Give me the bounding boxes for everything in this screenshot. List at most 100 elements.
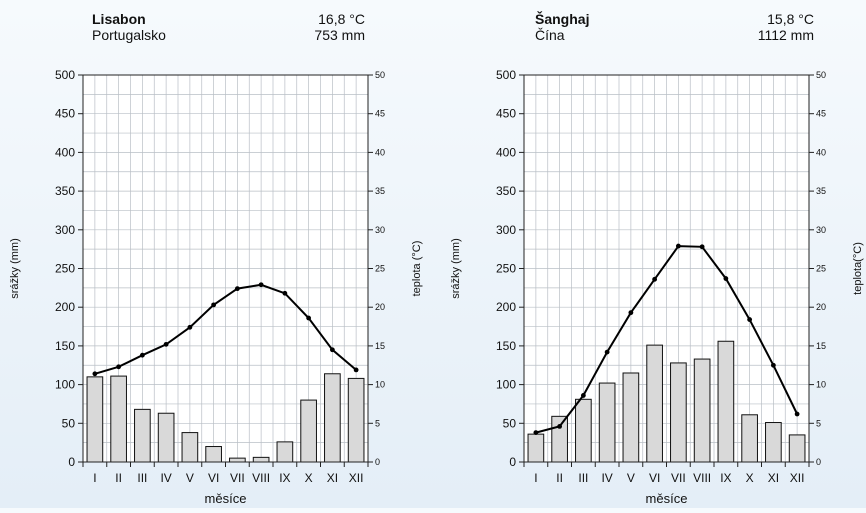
x-tick-label: IV xyxy=(160,471,171,485)
precipitation-bar xyxy=(229,457,246,463)
left-tick-label: 400 xyxy=(55,145,75,159)
left-tick-label: 450 xyxy=(496,107,516,121)
x-tick-label: III xyxy=(137,471,147,485)
right-tick-label: 5 xyxy=(375,418,380,428)
right-tick-label: 25 xyxy=(375,264,385,274)
temperature-point xyxy=(699,244,705,250)
precipitation-bar xyxy=(276,441,294,463)
x-tick-label: VII xyxy=(671,471,686,485)
temperature-point xyxy=(116,364,122,370)
precipitation-bar xyxy=(765,422,782,463)
x-tick-label: II xyxy=(556,471,563,485)
left-tick-label: 200 xyxy=(55,300,75,314)
left-tick-label: 100 xyxy=(496,378,516,392)
precipitation-bar xyxy=(551,415,568,463)
right-tick-label: 30 xyxy=(816,225,826,235)
temperature-point xyxy=(258,282,264,288)
climate-chart-lisabon: 0 50 100 150 200 250 300 350 400 450 500 0 5 10 15 20 25… xyxy=(9,68,423,506)
left-tick-label: 250 xyxy=(496,262,516,276)
right-tick-label: 40 xyxy=(816,147,826,157)
temperature-point xyxy=(580,393,586,398)
x-tick-label: V xyxy=(627,471,635,485)
x-tick-label: III xyxy=(578,471,588,485)
temperature-point xyxy=(675,243,681,249)
precipitation-bar xyxy=(252,456,270,463)
precipitation-bar xyxy=(741,414,758,463)
x-tick-label: IX xyxy=(279,471,290,485)
left-tick-label: 400 xyxy=(496,145,516,159)
precipitation-bar xyxy=(181,432,199,463)
mean-temperature: 16,8 °C xyxy=(318,11,365,27)
x-tick-label: II xyxy=(115,471,122,485)
mean-temperature: 15,8 °C xyxy=(767,11,814,27)
country-name: Čína xyxy=(535,27,565,43)
city-name: Lisabon xyxy=(92,11,146,27)
left-tick-label: 500 xyxy=(496,68,516,82)
precipitation-bar xyxy=(788,434,806,463)
city-name: Šanghaj xyxy=(535,11,590,27)
right-tick-label: 40 xyxy=(375,147,385,157)
left-tick-label: 350 xyxy=(55,184,75,198)
temperature-point xyxy=(557,423,563,429)
climate-chart-sanghaj: 0 50 100 150 200 250 300 350 400 450 500 0 5 10 15 20 25… xyxy=(450,68,864,506)
precipitation-bar xyxy=(347,377,365,463)
temperature-point xyxy=(604,349,610,355)
right-tick-label: 50 xyxy=(375,70,385,80)
left-axis-title: srážky (mm) xyxy=(450,238,462,299)
temperature-point xyxy=(723,276,729,281)
right-tick-label: 35 xyxy=(816,186,826,196)
temperature-point xyxy=(794,411,800,417)
right-tick-label: 10 xyxy=(375,380,385,390)
left-tick-label: 250 xyxy=(55,262,75,276)
temperature-point xyxy=(282,290,288,296)
right-tick-label: 10 xyxy=(816,380,826,390)
x-tick-label: VIII xyxy=(693,471,711,485)
x-tick-label: XII xyxy=(790,471,805,485)
temperature-line xyxy=(535,245,798,434)
temperature-point xyxy=(211,302,217,308)
x-tick-label: VIII xyxy=(252,471,270,485)
temperature-point xyxy=(353,367,359,373)
left-tick-label: 300 xyxy=(496,223,516,237)
temperature-point xyxy=(770,362,776,368)
left-tick-label: 0 xyxy=(68,455,75,469)
temperature-point xyxy=(329,347,335,353)
left-tick-label: 350 xyxy=(496,184,516,198)
temperature-point xyxy=(533,430,539,435)
left-tick-label: 300 xyxy=(55,223,75,237)
right-tick-label: 30 xyxy=(375,225,385,235)
chart-panel-sanghaj: Šanghaj Čína 15,8 °C 1112 mm 0 50 100 150 20… xyxy=(441,0,866,508)
x-tick-label: IX xyxy=(720,471,731,485)
right-tick-label: 15 xyxy=(816,341,826,351)
left-tick-label: 450 xyxy=(55,107,75,121)
precipitation-bar xyxy=(670,362,687,463)
left-tick-label: 100 xyxy=(55,378,75,392)
precipitation-bar xyxy=(157,412,175,463)
left-tick-label: 0 xyxy=(509,455,516,469)
left-tick-label: 200 xyxy=(496,300,516,314)
right-tick-label: 5 xyxy=(816,418,821,428)
x-tick-label: V xyxy=(186,471,194,485)
country-name: Portugalsko xyxy=(92,27,166,43)
right-axis-title: teplota(°C) xyxy=(852,242,864,295)
x-tick-label: X xyxy=(746,471,754,485)
precipitation-bar xyxy=(717,340,735,463)
precipitation-bar xyxy=(205,446,222,463)
left-axis-title: srážky (mm) xyxy=(9,238,21,299)
x-tick-label: XII xyxy=(349,471,364,485)
precipitation-bar xyxy=(86,376,104,463)
temperature-point xyxy=(306,315,312,321)
precipitation-bar xyxy=(598,382,616,463)
precipitation-bar xyxy=(693,358,711,463)
left-tick-label: 150 xyxy=(496,339,516,353)
right-tick-label: 45 xyxy=(375,109,385,119)
precipitation-bar xyxy=(324,373,341,463)
x-tick-label: I xyxy=(93,471,96,485)
precipitation-bar xyxy=(527,433,545,463)
x-tick-label: I xyxy=(534,471,537,485)
temperature-point xyxy=(628,310,634,316)
x-tick-label: IV xyxy=(601,471,612,485)
left-tick-label: 50 xyxy=(62,416,76,430)
left-tick-label: 50 xyxy=(503,416,517,430)
left-tick-label: 500 xyxy=(55,68,75,82)
